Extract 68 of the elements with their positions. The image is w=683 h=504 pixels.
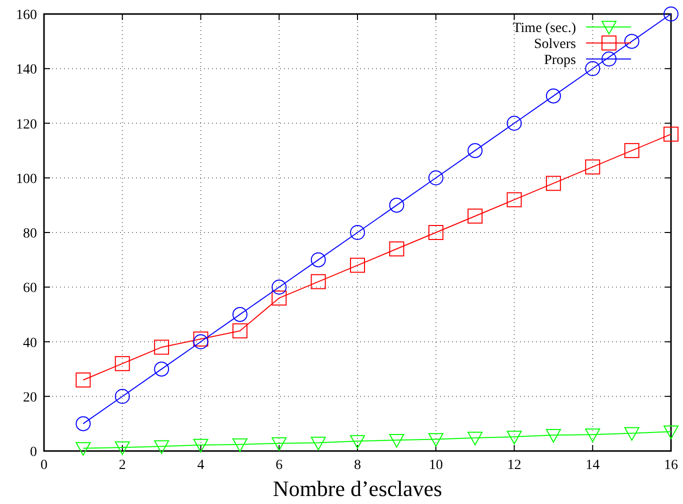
point [232,438,248,452]
point [624,427,640,441]
point [664,126,678,142]
point [76,372,91,388]
y-tick-label: 160 [16,8,37,23]
point [546,88,561,104]
point [114,356,130,372]
point [389,241,404,256]
x-tick-label: 14 [586,458,600,473]
point [114,441,130,455]
point [585,61,600,76]
y-tick-label: 120 [16,117,37,132]
legend-label: Props [544,53,576,68]
point [506,430,522,444]
point [546,429,561,443]
point [272,437,287,451]
point [428,170,444,186]
x-tick-label: 16 [664,458,678,473]
x-tick-label: 4 [197,458,204,473]
point [76,442,91,456]
point [468,143,483,158]
point [154,362,170,377]
point [428,225,444,240]
legend-label: Time (sec.) [512,21,576,36]
x-tick-label: 12 [507,458,522,473]
y-tick-label: 100 [16,172,37,187]
point [154,440,170,454]
point [114,388,130,404]
x-tick-label: 6 [276,458,283,473]
point [546,176,561,191]
point [585,428,600,442]
point [506,192,522,208]
legend-label: Solvers [534,37,576,52]
point [624,34,640,49]
x-axis-title: Nombre d’esclaves [272,476,442,501]
point [232,306,248,322]
y-tick-label: 80 [23,226,37,242]
point [232,323,248,338]
y-tick-label: 140 [16,62,37,78]
point [272,290,287,306]
y-tick-label: 40 [23,336,37,351]
point [193,438,208,452]
point [506,116,522,131]
point [428,433,444,447]
point [310,252,326,268]
point [468,432,483,446]
point [154,340,170,355]
y-tick-label: 0 [30,445,37,460]
x-tick-label: 0 [40,458,48,473]
y-tick-label: 20 [23,390,37,406]
point [350,225,365,240]
point [76,416,91,432]
point [664,426,678,440]
point [664,6,678,22]
point [389,434,404,448]
x-tick-label: 2 [118,458,126,473]
x-tick-label: 8 [354,458,361,473]
point [310,274,326,290]
point [350,258,365,273]
point [389,198,404,213]
point [468,208,483,224]
y-tick-label: 60 [23,281,37,296]
point [624,143,640,158]
point [585,159,600,174]
point [310,436,326,450]
point [272,280,287,295]
x-tick-label: 10 [428,458,443,473]
point [350,435,365,449]
